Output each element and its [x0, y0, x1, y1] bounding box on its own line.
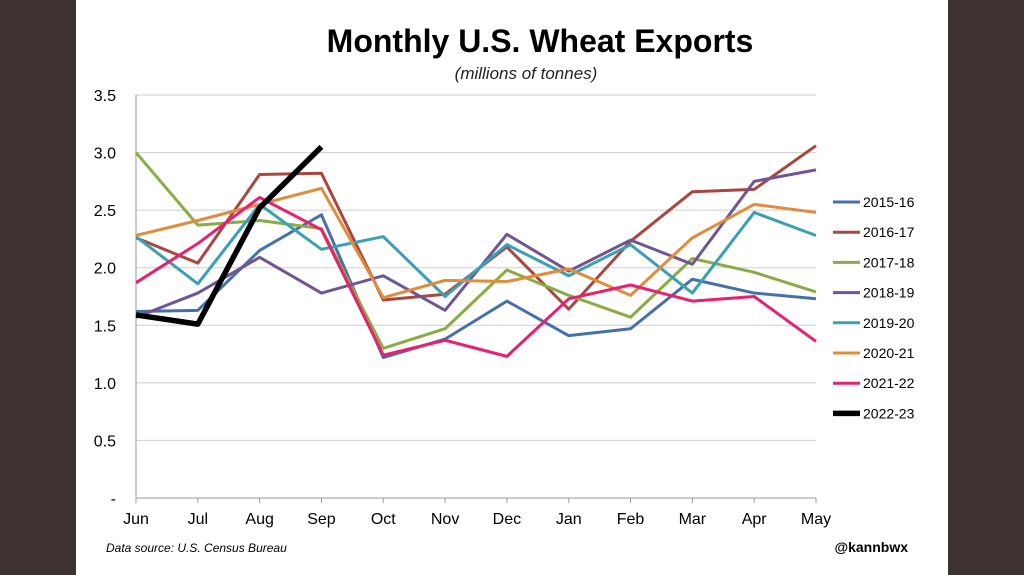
legend-label: 2021-22: [863, 375, 915, 391]
chart: Monthly U.S. Wheat Exports (millions of …: [94, 23, 915, 555]
series-line-2019-20: [135, 202, 817, 298]
series-lines: [134, 144, 817, 360]
chart-title: Monthly U.S. Wheat Exports: [327, 23, 754, 59]
x-tick-label: Apr: [742, 511, 768, 528]
data-source-note: Data source: U.S. Census Bureau: [106, 541, 287, 555]
y-tick-label: 2.5: [94, 203, 116, 220]
legend-label: 2015-16: [863, 194, 915, 210]
y-tick-label: 3.5: [94, 88, 116, 105]
y-tick-label: 0.5: [94, 433, 116, 450]
chart-subtitle: (millions of tonnes): [455, 64, 598, 83]
series-line-2020-21: [135, 186, 817, 300]
y-tick-label: 2.0: [94, 261, 116, 278]
legend-label: 2022-23: [863, 405, 915, 421]
legend-label: 2019-20: [863, 315, 915, 331]
legend-label: 2020-21: [863, 345, 915, 361]
x-tick-label: Feb: [617, 511, 645, 528]
legend-label: 2017-18: [863, 254, 915, 270]
x-tick-label: Jun: [123, 511, 149, 528]
x-axis-ticks: Jun Jul Aug Sep Oct Nov Dec Jan Feb Mar Apr May: [123, 498, 831, 528]
y-axis-ticks: - 0.5 1.0 1.5 2.0 2.5 3.0 3.5: [94, 88, 116, 508]
x-tick-label: Sep: [307, 511, 336, 528]
x-tick-label: Oct: [371, 511, 396, 528]
y-tick-label: 1.5: [94, 318, 116, 335]
x-tick-label: Jan: [556, 511, 582, 528]
y-tick-label: -: [111, 491, 116, 508]
author-handle: @kannbwx: [834, 539, 908, 555]
series-line-2017-18: [134, 151, 817, 350]
legend: 2015-16 2016-17 2017-18 2018-19 2019-20 2020-…: [833, 194, 915, 421]
x-tick-label: May: [801, 511, 831, 528]
gridlines: [135, 94, 816, 499]
series-line-2022-23: [135, 144, 324, 327]
series-line-2021-22: [135, 195, 817, 358]
x-tick-label: Aug: [245, 511, 273, 528]
y-tick-label: 3.0: [94, 146, 116, 163]
x-tick-label: Dec: [493, 511, 521, 528]
y-tick-label: 1.0: [94, 376, 116, 393]
x-tick-label: Nov: [431, 511, 459, 528]
slide: Monthly U.S. Wheat Exports (millions of …: [76, 0, 948, 575]
x-tick-label: Jul: [188, 511, 208, 528]
x-tick-label: Mar: [679, 511, 707, 528]
legend-label: 2016-17: [863, 224, 915, 240]
legend-label: 2018-19: [863, 285, 915, 301]
